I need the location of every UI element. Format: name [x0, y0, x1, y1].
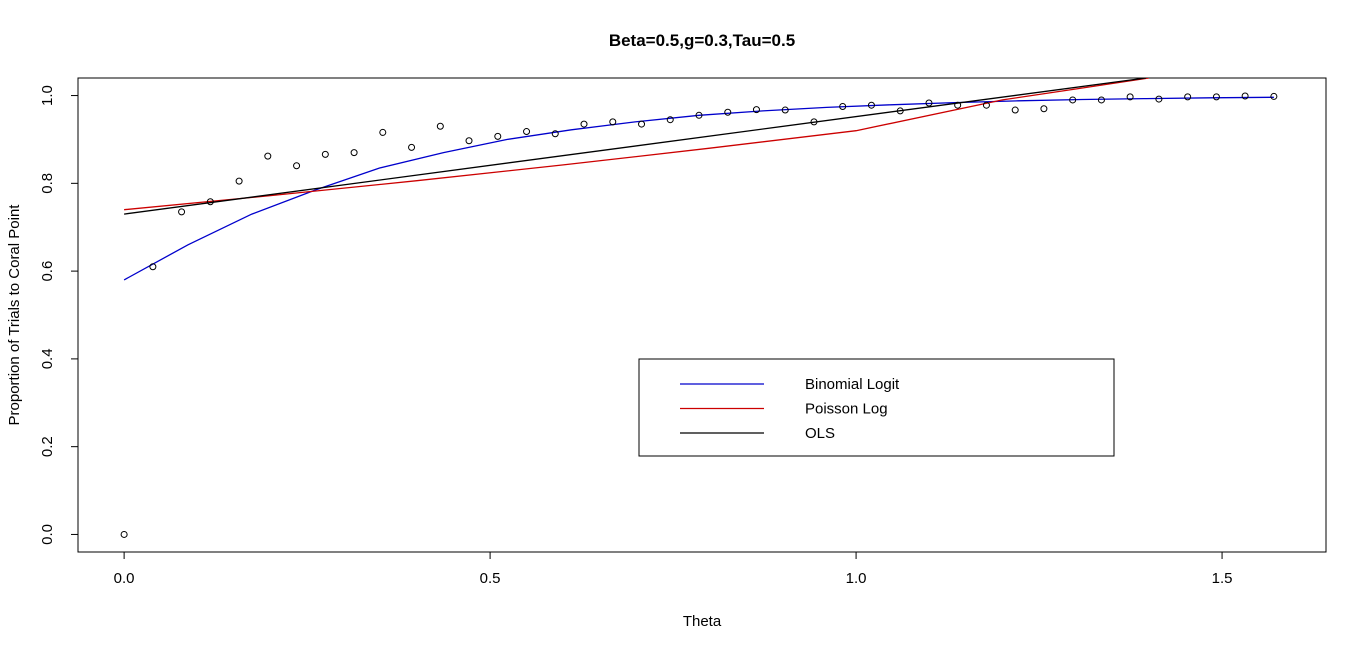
data-point	[954, 101, 962, 109]
data-point	[465, 137, 473, 145]
data-point	[580, 120, 588, 128]
data-point	[379, 128, 387, 136]
series-line-poisson-log	[124, 78, 1149, 211]
legend-label: Poisson Log	[805, 401, 888, 418]
chart-title: Beta=0.5,g=0.3,Tau=0.5	[609, 31, 795, 50]
data-point	[839, 103, 847, 111]
data-point	[436, 122, 444, 130]
data-point	[523, 128, 531, 136]
legend-label: OLS	[805, 425, 835, 442]
data-point	[781, 106, 789, 114]
legend: Binomial Logit Poisson Log OLS	[638, 358, 1115, 457]
data-point	[1184, 93, 1192, 101]
series-line-binomial-logit	[123, 96, 1274, 281]
data-point	[149, 263, 157, 271]
data-point	[1212, 93, 1220, 101]
y-tick-label: 0.6	[39, 261, 56, 282]
data-point	[293, 162, 301, 170]
y-tick-label: 0.0	[39, 524, 56, 545]
data-point	[695, 111, 703, 119]
data-point	[321, 150, 329, 158]
data-point	[1155, 95, 1163, 103]
data-point	[408, 143, 416, 151]
y-axis-label: Proportion of Trials to Coral Point	[6, 204, 23, 426]
data-point	[494, 132, 502, 140]
x-tick-label: 1.0	[846, 570, 867, 587]
data-point	[1126, 93, 1134, 101]
data-point	[1270, 92, 1278, 100]
data-point	[1069, 96, 1077, 104]
data-point	[235, 177, 243, 185]
data-point	[206, 198, 214, 206]
x-tick-label: 0.0	[114, 570, 135, 587]
data-point	[867, 101, 875, 109]
series-line-ols	[124, 78, 1146, 215]
data-point	[551, 130, 559, 138]
data-point	[1241, 92, 1249, 100]
data-point	[178, 208, 186, 216]
y-tick-label: 0.2	[39, 436, 56, 457]
y-tick-label: 0.8	[39, 173, 56, 194]
x-tick-label: 1.5	[1212, 570, 1233, 587]
legend-label: Binomial Logit	[805, 376, 900, 393]
data-point	[1011, 106, 1019, 114]
data-point	[1040, 105, 1048, 113]
data-point	[925, 99, 933, 107]
x-axis-label: Theta	[683, 613, 722, 630]
data-point	[1097, 96, 1105, 104]
data-point	[264, 152, 272, 160]
data-point	[120, 530, 128, 538]
legend-box	[638, 358, 1115, 457]
series-layer	[123, 78, 1274, 281]
data-point	[724, 108, 732, 116]
data-point	[896, 107, 904, 115]
data-point	[982, 101, 990, 109]
data-point	[638, 120, 646, 128]
y-axis: 0.0 0.2 0.4 0.6 0.8 1.0	[39, 85, 79, 545]
data-point	[810, 118, 818, 126]
data-point	[609, 118, 617, 126]
data-point	[350, 149, 358, 157]
data-point	[666, 116, 674, 124]
x-tick-label: 0.5	[480, 570, 501, 587]
x-axis: 0.0 0.5 1.0 1.5	[114, 551, 1233, 587]
data-point	[752, 106, 760, 114]
y-tick-label: 1.0	[39, 85, 56, 106]
y-tick-label: 0.4	[39, 348, 56, 369]
points-layer	[120, 92, 1278, 538]
